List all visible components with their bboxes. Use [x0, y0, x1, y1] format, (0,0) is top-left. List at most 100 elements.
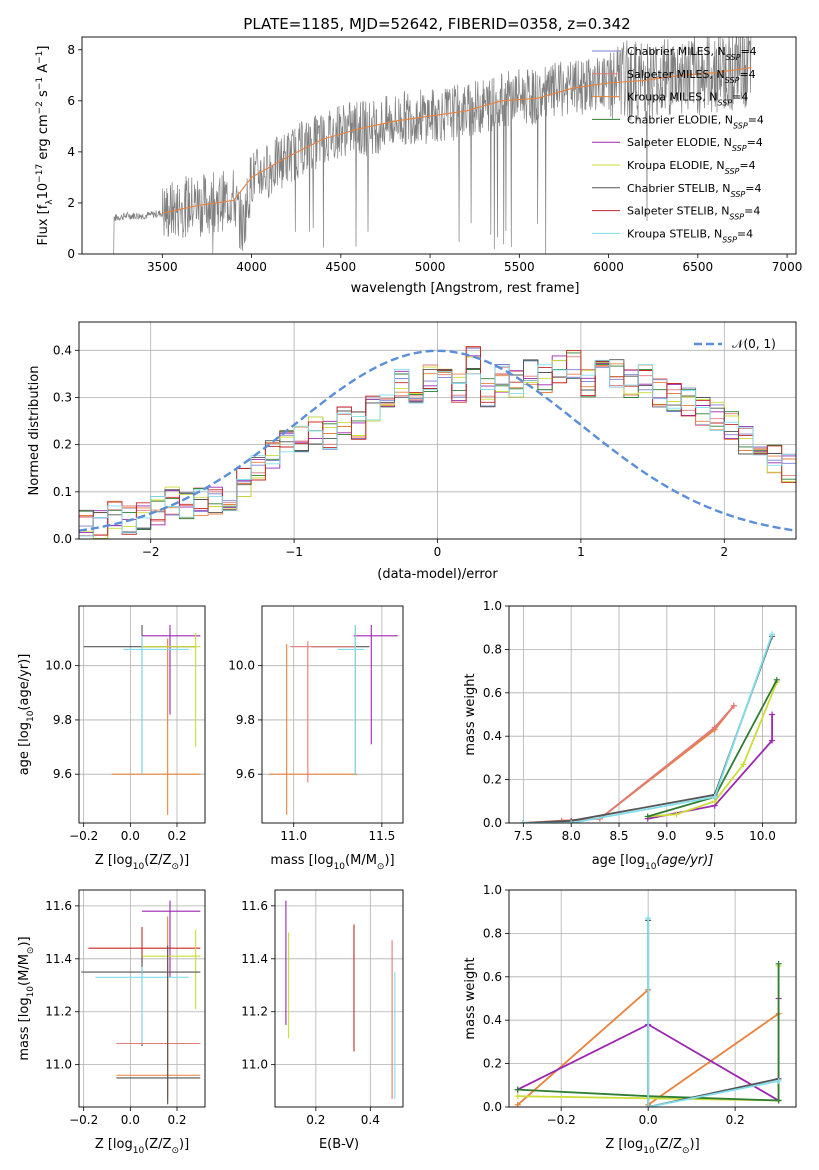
x-tick-label: 1	[577, 545, 585, 559]
histogram-series	[79, 359, 796, 537]
legend-entry: Salpeter ELODIE, NSSP=4	[627, 136, 763, 153]
x-tick-label: −0.2	[69, 1113, 98, 1127]
x-axis-label: wavelength [Angstrom, rest frame]	[351, 281, 580, 296]
y-tick-label: 9.8	[53, 713, 72, 727]
x-axis-label-part: ⊙	[377, 862, 385, 872]
x-tick-label: 5000	[415, 260, 446, 274]
legend-sub: SSP	[732, 144, 747, 153]
legend-sub: SSP	[726, 53, 741, 62]
x-tick-label: 5500	[504, 260, 535, 274]
plot-area	[269, 624, 398, 815]
x-axis-label-part: mass [log	[270, 853, 333, 868]
y-tick-label: 11.6	[45, 899, 72, 913]
legend-suffix: =4	[739, 159, 755, 172]
y-tick-label: 11.4	[241, 952, 268, 966]
x-axis-label-part: ⊙	[171, 862, 179, 872]
x-tick-label: −0.2	[69, 829, 98, 843]
age-vs-metallicity-panel: −0.2 0.0 0.29.69.810.0Z [log10(Z/Z⊙)]age […	[17, 605, 206, 872]
plot-area	[83, 624, 201, 815]
legend-suffix: =4	[737, 227, 753, 240]
x-axis-label: Z [log10(Z/Z⊙)]	[95, 1137, 189, 1156]
y-axis-label-part: Flux [f	[36, 204, 51, 245]
x-tick-label: 6500	[683, 260, 714, 274]
mass-vs-metallicity-panel: −0.2 0.0 0.211.011.211.411.6Z [log10(Z/Z⊙)…	[17, 889, 206, 1156]
residuals-plot-area	[79, 345, 796, 539]
y-tick-label: 1.0	[483, 883, 502, 897]
x-axis-label: E(B-V)	[319, 1137, 359, 1152]
x-tick-label: 7000	[772, 260, 803, 274]
y-tick-label: 0.4	[53, 343, 72, 357]
x-tick-label: −0.2	[547, 1113, 576, 1127]
y-tick-label: 0.6	[483, 970, 502, 984]
y-axis-label-part: −2	[35, 101, 45, 114]
legend-text: Kroupa ELODIE, N	[627, 159, 725, 172]
y-axis-label-part: −17	[35, 164, 45, 183]
y-tick-label: 0.6	[483, 686, 502, 700]
y-tick-label: 11.6	[241, 899, 268, 913]
y-tick-label: 4	[67, 145, 75, 159]
y-tick-label: 1.0	[483, 599, 502, 613]
spectrum-plot-area	[110, 37, 752, 254]
legend-sub: SSP	[717, 98, 732, 107]
y-axis-label-part: −1	[35, 77, 45, 90]
y-tick-label: 0.4	[483, 729, 502, 743]
y-tick-label: 0.0	[53, 532, 72, 546]
x-tick-label: 0.2	[167, 1113, 186, 1127]
mass-vs-ebv-panel: 0.2 0.4 11.0 11.2 11.4 11.6 E(B-V)	[241, 889, 404, 1152]
x-tick-label: 4000	[236, 260, 267, 274]
x-axis-label-part: 10	[133, 862, 145, 872]
legend-suffix: =4	[740, 45, 756, 58]
gaussian-curve	[79, 349, 796, 532]
y-tick-label: 0.8	[483, 642, 502, 656]
x-axis-label-part: )]	[179, 1137, 189, 1152]
legend-text: Salpeter STELIB, N	[627, 205, 729, 218]
mass-weight-series	[647, 920, 779, 1107]
y-tick-label: 0.3	[53, 390, 72, 404]
y-tick-label: 2	[67, 196, 75, 210]
legend-suffix: =4	[747, 136, 763, 149]
plot-area	[514, 915, 782, 1107]
legend-entry: Chabrier MILES, NSSP=4	[627, 45, 757, 62]
plot-area	[285, 900, 396, 1100]
y-tick-label: 0.0	[483, 1100, 502, 1114]
y-tick-label: 11.2	[241, 1005, 268, 1019]
x-tick-label: 9.5	[705, 829, 724, 843]
y-axis-label-part: erg cm	[36, 114, 51, 163]
mass-weight-vs-metallicity-panel: −0.2 0.0 0.2 0.0 0.2 0.4 0.6 0.8 1.0 Z [log10(Z/Z…	[463, 883, 797, 1156]
x-axis-label-part: 10	[133, 1146, 145, 1156]
residuals-panel: −2 −1 0 1 2 0.0 0.1 0.2 0.3 0.4 𝒩(0, 1) Normed dist…	[27, 321, 797, 582]
mass-weight-series	[523, 636, 773, 823]
x-tick-label: 9.0	[657, 829, 676, 843]
figure-title: PLATE=1185, MJD=52642, FIBERID=0358, z=0…	[243, 15, 630, 33]
x-tick-label: 6000	[593, 260, 624, 274]
y-axis-label-part: mass [log	[17, 997, 32, 1060]
legend-entry: Kroupa MILES, NSSP=4	[627, 91, 748, 108]
x-axis-label-part: )]	[179, 853, 189, 868]
mass-weight-vs-age-panel: 7.5 8.0 8.5 9.0 9.5 10.0 0.0 0.2 0.4 0.6 0.8 1.0 age…	[463, 599, 797, 872]
legend-text: Kroupa STELIB, N	[627, 227, 722, 240]
x-tick-label: −1	[285, 545, 303, 559]
y-axis-label-part: (M/M	[17, 954, 32, 986]
x-tick-label: 0.2	[306, 1113, 325, 1127]
axes-frame	[508, 889, 797, 1108]
x-axis-label-part: (Z/Z	[144, 1137, 171, 1152]
mass-weight-series	[517, 963, 780, 1102]
legend-text: Chabrier ELODIE, N	[627, 113, 733, 126]
x-axis-label-part: )]	[384, 853, 394, 868]
x-axis-label: age [log10(age/yr)]	[592, 853, 714, 872]
x-tick-label: 10.0	[749, 829, 776, 843]
x-axis-label: (data-model)/error	[377, 567, 498, 582]
axes-frame	[78, 605, 206, 824]
y-tick-label: 0.4	[483, 1013, 502, 1027]
x-axis-label-part: (M/M	[345, 853, 377, 868]
spectrum-panel: 3500 4000 4500 5000 5500 6000 6500 7000 0 2 4 6 8 Cha…	[35, 36, 803, 296]
y-tick-label: 11.2	[45, 1005, 72, 1019]
y-axis-label: mass weight	[463, 673, 478, 755]
y-tick-label: 10.0	[45, 659, 72, 673]
y-tick-label: 9.6	[236, 767, 255, 781]
x-axis-label-part: 10	[643, 1146, 655, 1156]
x-tick-label: −2	[142, 545, 160, 559]
x-axis-label: Z [log10(Z/Z⊙)]	[95, 853, 189, 872]
y-axis-label: Normed distribution	[27, 366, 42, 496]
